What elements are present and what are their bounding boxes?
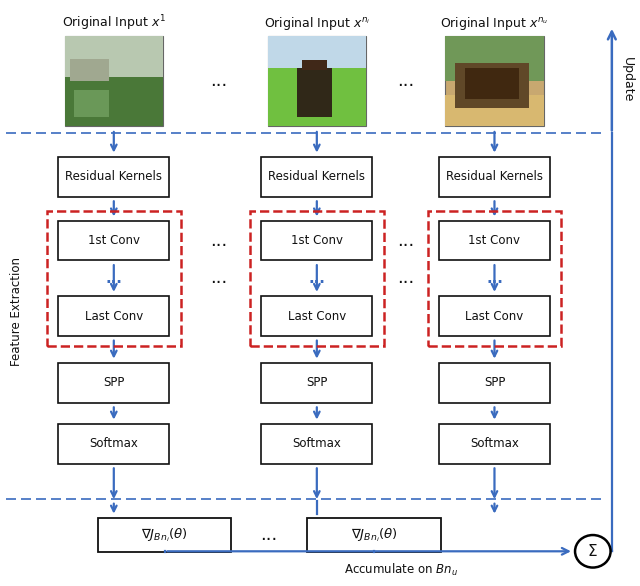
Bar xyxy=(58,424,170,464)
Bar xyxy=(65,36,163,77)
Text: ...: ... xyxy=(260,526,278,544)
Bar xyxy=(268,36,366,67)
Text: Softmax: Softmax xyxy=(292,437,341,451)
Text: 1st Conv: 1st Conv xyxy=(88,234,140,247)
Text: Residual Kernels: Residual Kernels xyxy=(268,171,365,183)
Bar xyxy=(70,59,109,81)
Text: ...: ... xyxy=(210,72,227,90)
Bar xyxy=(47,210,180,346)
Bar xyxy=(58,221,170,261)
Bar xyxy=(65,77,163,126)
Bar xyxy=(261,157,372,197)
Bar xyxy=(65,36,163,126)
Text: ...: ... xyxy=(210,270,227,288)
Text: Update: Update xyxy=(621,57,634,103)
Bar xyxy=(58,297,170,336)
Bar xyxy=(98,518,231,552)
Text: Feature Extraction: Feature Extraction xyxy=(10,257,23,366)
Bar xyxy=(261,363,372,403)
Text: Accumulate on $Bn_u$: Accumulate on $Bn_u$ xyxy=(344,562,459,578)
Bar xyxy=(268,67,366,126)
Text: $\Sigma$: $\Sigma$ xyxy=(588,543,598,559)
Bar xyxy=(439,424,550,464)
Text: Last Conv: Last Conv xyxy=(288,310,346,323)
Bar xyxy=(302,60,326,70)
Text: Last Conv: Last Conv xyxy=(465,310,524,323)
Bar xyxy=(445,94,543,126)
Bar xyxy=(439,363,550,403)
Text: ...: ... xyxy=(106,271,122,286)
Text: ...: ... xyxy=(397,270,414,288)
Text: ...: ... xyxy=(486,271,503,286)
Text: ...: ... xyxy=(397,231,414,250)
Bar xyxy=(445,36,543,81)
Text: ...: ... xyxy=(308,271,325,286)
Bar xyxy=(250,210,384,346)
Text: Original Input $x^{n_u}$: Original Input $x^{n_u}$ xyxy=(440,15,548,32)
Text: Original Input $x^{n_i}$: Original Input $x^{n_i}$ xyxy=(264,15,370,32)
Text: Residual Kernels: Residual Kernels xyxy=(65,171,163,183)
Bar xyxy=(58,157,170,197)
Bar xyxy=(439,297,550,336)
Text: Softmax: Softmax xyxy=(90,437,138,451)
Text: 1st Conv: 1st Conv xyxy=(468,234,520,247)
Bar xyxy=(261,424,372,464)
Text: 1st Conv: 1st Conv xyxy=(291,234,343,247)
Text: $\nabla J_{Bn_i}(\theta)$: $\nabla J_{Bn_i}(\theta)$ xyxy=(351,526,397,544)
Bar xyxy=(465,67,519,99)
Bar xyxy=(261,297,372,336)
Bar xyxy=(307,518,440,552)
Bar xyxy=(455,63,529,108)
Bar xyxy=(445,36,543,126)
Text: ...: ... xyxy=(397,72,414,90)
Text: SPP: SPP xyxy=(484,376,505,390)
Text: ...: ... xyxy=(210,231,227,250)
Bar xyxy=(439,221,550,261)
Text: $\nabla J_{Bn_i}(\theta)$: $\nabla J_{Bn_i}(\theta)$ xyxy=(141,526,188,544)
Text: SPP: SPP xyxy=(103,376,125,390)
Text: Original Input $x^1$: Original Input $x^1$ xyxy=(62,13,166,33)
Text: Softmax: Softmax xyxy=(470,437,519,451)
Bar xyxy=(74,90,109,117)
Bar xyxy=(58,363,170,403)
Bar xyxy=(261,221,372,261)
Bar xyxy=(428,210,561,346)
Text: Last Conv: Last Conv xyxy=(84,310,143,323)
Bar xyxy=(297,67,332,117)
Bar xyxy=(439,157,550,197)
Bar xyxy=(268,36,366,126)
Text: Residual Kernels: Residual Kernels xyxy=(446,171,543,183)
Text: SPP: SPP xyxy=(306,376,328,390)
